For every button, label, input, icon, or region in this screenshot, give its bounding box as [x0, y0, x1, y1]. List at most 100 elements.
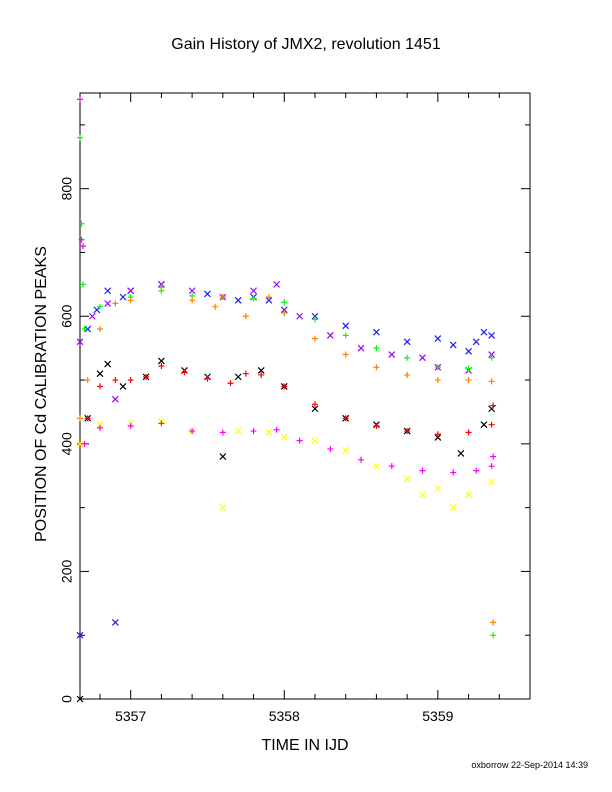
data-point — [419, 467, 426, 474]
data-point — [157, 280, 165, 288]
data-point — [96, 326, 103, 333]
data-point — [96, 303, 103, 310]
data-point — [403, 338, 411, 346]
series-7 — [77, 96, 497, 476]
data-point — [76, 631, 84, 639]
data-point — [472, 338, 480, 346]
data-point — [242, 370, 249, 377]
axes: 0 200 400 600 800 5357 5358 5359 — [59, 93, 531, 724]
series-5 — [77, 363, 497, 447]
data-point — [111, 619, 119, 626]
data-point — [342, 415, 349, 422]
series-3 — [77, 284, 497, 626]
x-tick-label: 5358 — [269, 708, 300, 724]
data-point — [465, 377, 472, 384]
data-point — [265, 428, 273, 436]
data-point — [450, 469, 457, 476]
data-point — [127, 287, 135, 295]
data-point — [93, 306, 101, 314]
x-axis-label: TIME IN IJD — [261, 737, 349, 754]
data-point — [488, 351, 496, 358]
data-point — [403, 475, 411, 483]
data-point — [434, 434, 442, 441]
data-point — [158, 284, 165, 291]
data-point — [127, 377, 134, 384]
data-point — [490, 632, 497, 639]
data-point — [490, 619, 497, 626]
data-point — [373, 345, 380, 352]
data-point — [488, 478, 496, 486]
data-point — [281, 383, 288, 390]
data-point — [280, 306, 288, 314]
data-point — [188, 287, 196, 295]
data-point — [372, 328, 380, 336]
data-point — [465, 347, 472, 355]
data-point — [480, 328, 488, 336]
data-point — [127, 422, 134, 429]
series-4 — [76, 357, 496, 703]
data-point — [227, 380, 234, 387]
data-point — [419, 491, 426, 499]
data-point — [327, 445, 334, 452]
data-point — [357, 344, 365, 352]
data-point — [388, 351, 396, 358]
data-point — [434, 364, 441, 371]
data-point — [273, 280, 281, 288]
data-point — [296, 312, 304, 320]
data-point — [119, 383, 127, 390]
data-point — [449, 341, 457, 349]
data-point — [119, 293, 127, 301]
data-point — [250, 428, 257, 435]
data-point — [234, 373, 242, 381]
data-point — [434, 431, 441, 438]
data-point — [404, 371, 411, 378]
data-point — [457, 449, 465, 457]
data-point — [372, 462, 380, 470]
data-point — [404, 428, 411, 435]
data-point — [189, 297, 196, 304]
data-point — [419, 354, 426, 362]
data-point — [204, 290, 211, 298]
data-point — [77, 415, 83, 422]
data-point — [473, 467, 480, 474]
data-point — [258, 371, 265, 378]
data-point — [84, 377, 91, 384]
data-point — [81, 440, 88, 447]
data-point — [104, 287, 112, 295]
data-point — [250, 287, 257, 295]
data-point — [465, 491, 472, 499]
data-point — [480, 421, 488, 429]
data-point — [488, 378, 495, 385]
data-point — [104, 360, 112, 368]
data-point — [234, 296, 242, 304]
data-point — [342, 332, 349, 339]
data-point — [273, 426, 280, 433]
data-point — [465, 365, 472, 372]
data-point — [96, 370, 104, 378]
data-point — [311, 316, 318, 323]
data-point — [76, 440, 84, 448]
y-tick-label: 400 — [59, 432, 75, 456]
data-point — [342, 322, 350, 330]
data-point — [78, 220, 85, 227]
data-point — [257, 367, 265, 374]
series-6 — [76, 418, 496, 512]
data-point — [434, 485, 442, 492]
data-point — [143, 373, 150, 380]
data-point — [112, 377, 119, 384]
data-point — [250, 295, 257, 302]
data-point — [311, 312, 319, 320]
data-point — [78, 236, 85, 243]
series-1 — [76, 280, 496, 403]
data-point — [373, 422, 380, 429]
data-point — [76, 338, 84, 346]
y-tick-label: 200 — [59, 560, 75, 584]
y-tick-label: 0 — [59, 695, 75, 703]
data-point — [388, 463, 395, 470]
data-point — [189, 428, 196, 435]
data-point — [488, 463, 495, 470]
data-point — [81, 326, 88, 333]
data-point — [219, 453, 227, 461]
data-point — [326, 331, 334, 339]
data-point — [80, 281, 87, 288]
